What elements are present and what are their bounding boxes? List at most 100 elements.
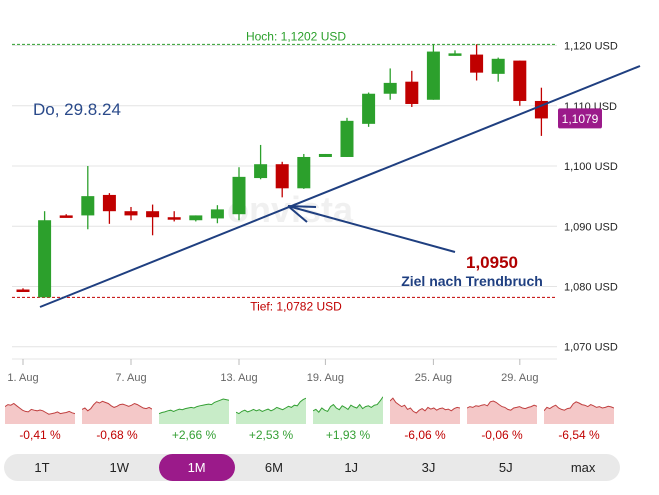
candle: [340, 117, 354, 157]
candle-body: [426, 51, 440, 100]
x-tick-label: 13. Aug: [220, 372, 257, 384]
x-tick-label: 1. Aug: [7, 372, 38, 384]
sparkline-1m[interactable]: +2,66 %: [159, 390, 229, 446]
candle-body: [189, 215, 203, 221]
sparkline-chart: [236, 397, 306, 424]
candle: [81, 166, 95, 230]
tab-5j[interactable]: 5J: [498, 460, 513, 475]
candle-body: [167, 217, 181, 220]
candle-body: [102, 194, 116, 212]
last-price-badge: [558, 108, 602, 129]
date-label: Do, 29.8.24: [33, 100, 121, 119]
tab-max[interactable]: max: [570, 460, 596, 475]
target-text: Ziel nach Trendbruch: [401, 273, 543, 289]
y-tick-label: 1,070 USD: [564, 342, 618, 354]
y-tick-label: 1,120 USD: [564, 41, 618, 53]
x-tick-label: 25. Aug: [415, 372, 452, 384]
sparkline-6m[interactable]: +2,53 %: [236, 390, 306, 446]
performance-sparklines: -0,41 % -0,68 % +2,66 % +2,53 % +1,93 % -6,06…: [5, 390, 620, 446]
sparkline-area: [544, 401, 614, 424]
sparkline-chart: [82, 400, 152, 424]
candle: [470, 44, 484, 81]
sparkline-line: [544, 401, 614, 412]
sparkline-1t[interactable]: -0,41 %: [5, 390, 75, 446]
candle: [426, 44, 440, 100]
sparkline-area: [467, 401, 537, 424]
sparkline-chart: [467, 400, 537, 424]
performance-change: +2,53 %: [248, 428, 294, 442]
candle: [232, 167, 246, 221]
sparkline-line: [159, 398, 229, 415]
candle: [275, 161, 289, 198]
tab-6m[interactable]: 6M: [264, 460, 283, 475]
candle-body: [448, 53, 462, 56]
x-tick-label: 19. Aug: [307, 372, 344, 384]
candle-body: [38, 220, 52, 298]
low-label: Tief: 1,0782 USD: [250, 299, 342, 313]
sparkline-chart: [313, 396, 383, 424]
sparkline-area: [313, 396, 383, 424]
candle: [405, 70, 419, 107]
target-arrow-head: [287, 205, 308, 223]
performance-change: -0,06 %: [481, 428, 523, 442]
performance-change: +2,66 %: [171, 428, 217, 442]
candle: [146, 204, 160, 236]
tab-1t[interactable]: 1T: [34, 460, 50, 475]
candle-body: [340, 120, 354, 157]
sparkline-line: [236, 397, 306, 415]
trendline: [39, 65, 641, 308]
candle-body: [405, 81, 419, 104]
y-tick-label: 1,090 USD: [564, 221, 618, 233]
candle: [362, 92, 376, 127]
target-arrow-line: [287, 205, 456, 253]
candle-body: [254, 164, 268, 179]
tab-3j[interactable]: 3J: [421, 460, 436, 475]
candle: [167, 211, 181, 222]
candle-body: [318, 153, 332, 157]
sparkline-1w[interactable]: -0,68 %: [82, 390, 152, 446]
candle-body: [470, 54, 484, 73]
candle: [16, 288, 30, 293]
sparkline-3j[interactable]: -6,06 %: [390, 390, 460, 446]
sparkline-1j[interactable]: +1,93 %: [313, 390, 383, 446]
candle-body: [146, 211, 160, 218]
performance-change: -0,41 %: [19, 428, 61, 442]
performance-change: -0,68 %: [96, 428, 138, 442]
candle: [318, 153, 332, 157]
candle: [297, 153, 311, 189]
candle-body: [513, 60, 527, 101]
candle: [254, 144, 268, 180]
candle: [102, 193, 116, 224]
candle: [491, 57, 505, 82]
sparkline-area: [82, 401, 152, 424]
candle-body: [232, 176, 246, 215]
candle: [59, 214, 73, 218]
sparkline-line: [467, 400, 537, 411]
candle-body: [275, 164, 289, 189]
candle-body: [362, 93, 376, 124]
x-tick-label: 29. Aug: [501, 372, 538, 384]
candle-body: [124, 211, 138, 216]
y-tick-label: 1,080 USD: [564, 281, 618, 293]
x-tick-label: 7. Aug: [115, 372, 146, 384]
tab-1w[interactable]: 1W: [109, 460, 130, 475]
timeframe-tabs: 1T 1W 1M 6M 1J 3J 5J max: [4, 454, 620, 481]
performance-change: -6,06 %: [404, 428, 446, 442]
sparkline-line: [5, 402, 75, 415]
tab-1m[interactable]: 1M: [158, 454, 235, 481]
candle: [189, 215, 203, 222]
candle: [513, 60, 527, 106]
target-arrow-head: [287, 205, 317, 208]
sparkline-max[interactable]: -6,54 %: [544, 390, 614, 446]
tab-1j[interactable]: 1J: [344, 460, 359, 475]
sparkline-chart: [544, 401, 614, 424]
sparkline-chart: [159, 398, 229, 424]
candle: [383, 68, 397, 100]
candle: [448, 50, 462, 56]
candle-body: [491, 58, 505, 74]
candle-body: [59, 215, 73, 218]
high-label: Hoch: 1,1202 USD: [246, 29, 346, 43]
sparkline-chart: [5, 402, 75, 424]
sparkline-5j[interactable]: -0,06 %: [467, 390, 537, 446]
candle-body: [297, 156, 311, 189]
